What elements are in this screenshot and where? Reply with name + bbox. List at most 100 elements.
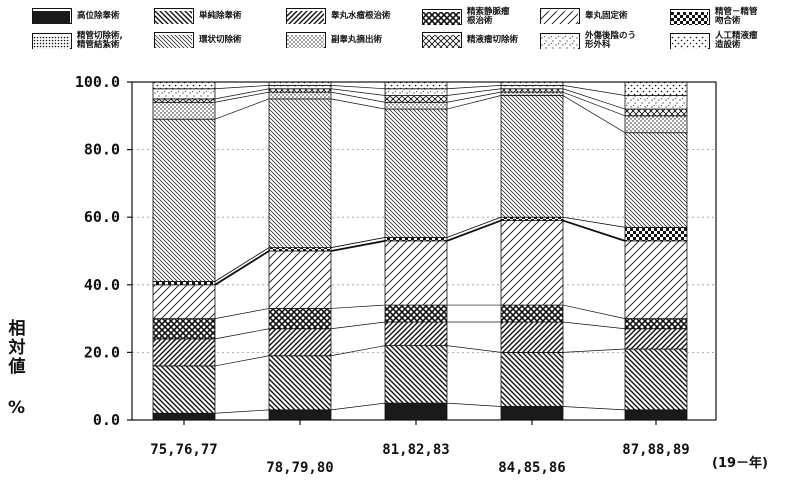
bar-connector xyxy=(446,345,502,353)
bar-connector xyxy=(214,91,270,103)
legend-item: 精索静脈瘤 根治術 xyxy=(422,8,510,26)
bar-segment xyxy=(152,412,216,421)
bar-segment xyxy=(500,351,564,407)
legend-item: 睾丸固定術 xyxy=(540,8,628,24)
bar-segment xyxy=(624,318,688,330)
bar-segment xyxy=(624,328,688,350)
bar-segment xyxy=(268,88,332,93)
legend-item: 環状切除術 xyxy=(154,32,242,48)
legend-swatch xyxy=(670,33,710,49)
bar-connector xyxy=(446,95,502,110)
legend-swatch xyxy=(422,32,462,48)
legend-label: 高位除睾術 xyxy=(77,10,120,21)
bar-segment xyxy=(152,365,216,414)
bar-segment xyxy=(152,338,216,367)
bar-segment xyxy=(268,308,332,330)
bar-segment xyxy=(152,281,216,286)
y-tick-label: 100.0 xyxy=(75,73,120,91)
y-tick-label: 20.0 xyxy=(84,343,120,361)
legend-label: 副睾丸摘出術 xyxy=(331,34,383,45)
bar-segment xyxy=(500,91,564,96)
bar-connector xyxy=(562,321,626,330)
bar-connector xyxy=(446,91,502,103)
bar-segment xyxy=(268,328,332,357)
bar-connector xyxy=(562,406,626,411)
bar-connector xyxy=(446,219,502,242)
bar-segment xyxy=(500,406,564,421)
legend-swatch xyxy=(154,8,194,24)
legend-label: 環状切除術 xyxy=(199,34,242,45)
bar-segment xyxy=(152,98,216,103)
bar-segment xyxy=(152,81,216,90)
y-tick-label: 60.0 xyxy=(84,208,120,226)
bar-connector xyxy=(330,98,386,110)
legend: 高位除睾術 単純除睾術 睾丸水瘤根治術 精索静脈瘤 根治術 睾丸固定術 精管－精管 吻合術… xyxy=(24,4,778,60)
bar-segment xyxy=(268,409,332,421)
legend-item: 人工精液瘤 造設術 xyxy=(670,32,758,50)
bar-segment xyxy=(384,101,448,110)
legend-label: 精液瘤切除術 xyxy=(467,34,519,45)
bar-connector xyxy=(214,85,270,90)
legend-label: 睾丸水瘤根治術 xyxy=(331,10,391,21)
bar-segment xyxy=(384,402,448,421)
bar-segment xyxy=(500,84,564,90)
bar-connector xyxy=(562,304,626,319)
legend-swatch xyxy=(32,33,72,49)
bar-connector xyxy=(214,98,270,120)
bar-segment xyxy=(152,318,216,340)
bar-connector xyxy=(330,321,386,330)
bar-segment xyxy=(500,220,564,306)
legend-swatch xyxy=(670,9,710,25)
bar-segment xyxy=(384,345,448,404)
legend-item: 副睾丸摘出術 xyxy=(286,32,382,48)
y-axis-label: 相対値 xyxy=(8,319,26,377)
bar-segment xyxy=(384,81,448,90)
bar-connector xyxy=(330,402,386,411)
bar-segment xyxy=(268,355,332,411)
bar-segment xyxy=(384,304,448,323)
bar-segment xyxy=(152,284,216,319)
bar-connector xyxy=(446,216,502,238)
bar-connector xyxy=(562,85,626,96)
bar-connector xyxy=(214,308,270,319)
bar-segment xyxy=(624,226,688,242)
bar-segment xyxy=(384,108,448,238)
y-tick-label: 0.0 xyxy=(93,411,120,429)
bar-connector xyxy=(330,239,386,252)
legend-item: 外傷後陰のう 形外科 xyxy=(540,32,636,50)
y-tick-label: 80.0 xyxy=(84,141,120,159)
bar-segment xyxy=(624,348,688,411)
bar-segment xyxy=(624,95,688,110)
legend-label: 精管－精管 吻合術 xyxy=(715,7,758,26)
legend-swatch xyxy=(286,8,326,24)
bar-segment xyxy=(384,95,448,103)
bar-connector xyxy=(214,355,270,367)
bar-segment xyxy=(624,108,688,117)
bar-segment xyxy=(384,240,448,306)
bar-segment xyxy=(384,237,448,242)
bar-connector xyxy=(446,88,502,96)
bar-segment xyxy=(268,84,332,90)
bar-connector xyxy=(562,91,626,117)
bar-connector xyxy=(214,328,270,340)
x-axis-unit: (19－年) xyxy=(712,456,768,471)
legend-swatch xyxy=(154,32,194,48)
legend-label: 人工精液瘤 造設術 xyxy=(715,31,758,50)
legend-label: 精索静脈瘤 根治術 xyxy=(467,7,510,26)
bar-connector xyxy=(562,219,626,242)
bar-connector xyxy=(446,85,502,90)
bar-connector xyxy=(330,91,386,103)
legend-swatch xyxy=(540,33,580,49)
legend-swatch xyxy=(286,32,326,48)
legend-item: 高位除睾術 xyxy=(32,8,120,24)
legend-item: 精管－精管 吻合術 xyxy=(670,8,758,26)
legend-label: 外傷後陰のう 形外科 xyxy=(585,31,637,50)
legend-item: 精管切除術, 精管結紮術 xyxy=(32,32,123,50)
bar-segment xyxy=(268,98,332,249)
legend-item: 精液瘤切除術 xyxy=(422,32,518,48)
y-axis-unit: % xyxy=(8,398,26,418)
bar-segment xyxy=(500,321,564,353)
bar-segment xyxy=(500,88,564,93)
x-tick-label: 78,79,80 xyxy=(266,460,333,476)
bar-segment xyxy=(624,81,688,96)
